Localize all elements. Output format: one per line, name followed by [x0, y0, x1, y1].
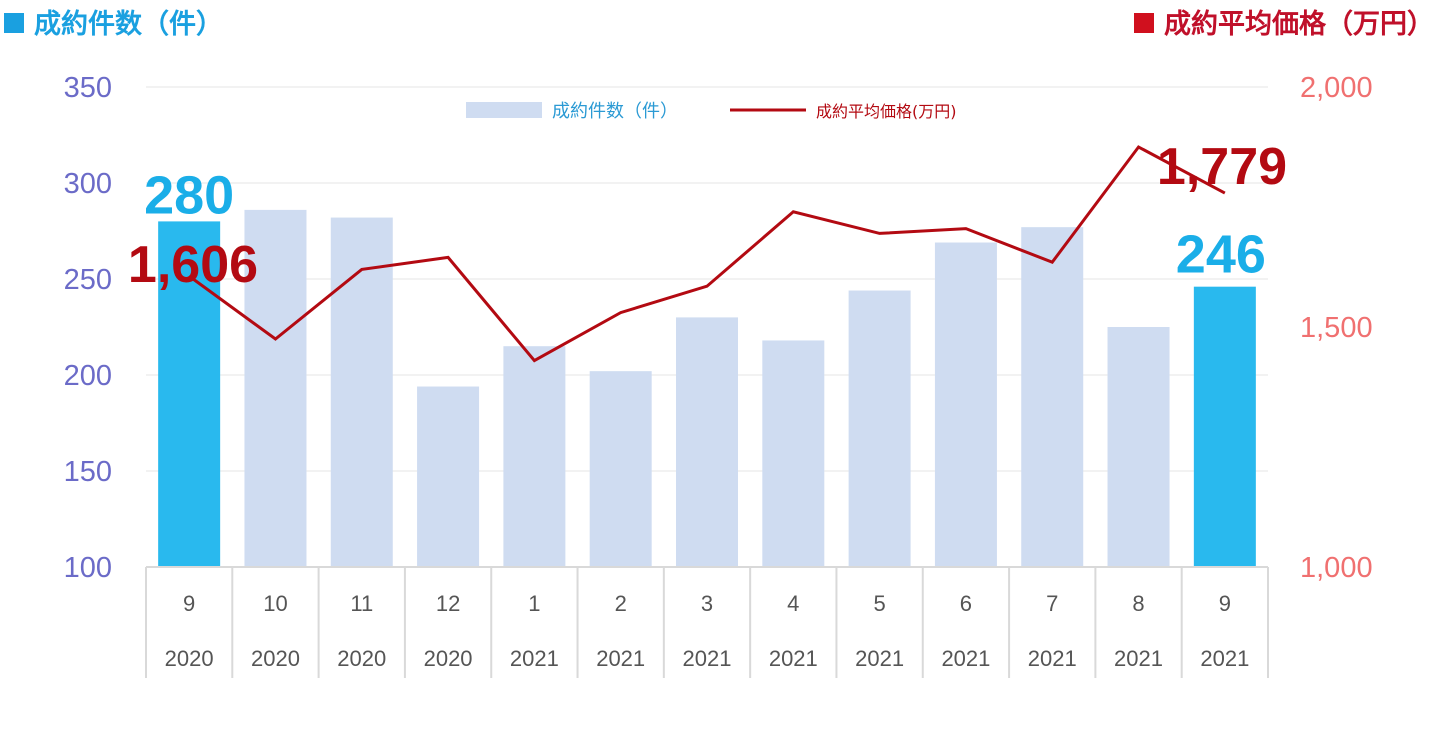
left-legend-square-icon	[4, 12, 24, 33]
left-tick-label: 200	[64, 360, 112, 392]
callout-line-last: 1,779	[1157, 138, 1287, 196]
bar	[158, 221, 221, 567]
x-tick-year: 2021	[941, 646, 990, 671]
x-tick-year: 2021	[1028, 646, 1077, 671]
left-tick-label: 350	[64, 72, 112, 104]
x-tick-month: 9	[1219, 591, 1231, 616]
x-tick-month: 10	[263, 591, 287, 616]
x-axis: 9 2020 10 2020 11 2020 12 2020 1 2021 2 2021 3 2021 4 2…	[145, 566, 1269, 678]
x-tick-year: 2021	[1200, 646, 1249, 671]
x-tick-year: 2021	[855, 646, 904, 671]
x-tick-month: 12	[436, 591, 460, 616]
x-tick-month: 6	[960, 591, 972, 616]
left-tick-label: 100	[64, 552, 112, 584]
bar	[330, 217, 393, 567]
x-tick-month: 3	[701, 591, 713, 616]
right-legend-square-icon	[1134, 12, 1154, 33]
bar	[503, 346, 566, 567]
callout-line-first: 1,606	[128, 236, 258, 294]
bar	[934, 242, 997, 567]
legend-line-label: 成約平均価格(万円)	[816, 102, 957, 121]
callout-bar-first: 280	[144, 165, 234, 225]
x-tick-year: 2020	[337, 646, 386, 671]
bar	[589, 371, 652, 567]
right-tick-label: 2,000	[1300, 72, 1373, 104]
right-axis-header-label: 成約平均価格（万円）	[1164, 9, 1434, 40]
bar	[1193, 286, 1256, 567]
bar	[762, 340, 825, 567]
x-tick-month: 7	[1046, 591, 1058, 616]
left-tick-label: 250	[64, 264, 112, 296]
x-tick-month: 5	[873, 591, 885, 616]
legend-bar-swatch	[466, 102, 542, 118]
right-tick-label: 1,500	[1300, 312, 1373, 344]
bar	[1021, 227, 1084, 567]
x-tick-year: 2021	[683, 646, 732, 671]
x-tick-month: 1	[528, 591, 540, 616]
right-tick-label: 1,000	[1300, 552, 1373, 584]
left-y-axis: 100 150 200 250 300 350	[64, 72, 112, 584]
x-tick-month: 9	[183, 591, 195, 616]
bar	[417, 386, 480, 567]
left-tick-label: 300	[64, 168, 112, 200]
callout-bar-last: 246	[1176, 225, 1266, 285]
x-tick-year: 2021	[769, 646, 818, 671]
x-tick-year: 2021	[510, 646, 559, 671]
price-line	[188, 145, 1226, 363]
left-axis-header-label: 成約件数（件）	[34, 9, 223, 40]
right-axis-header: 成約平均価格（万円）	[1134, 2, 1434, 41]
bar	[1107, 327, 1170, 567]
x-tick-year: 2020	[165, 646, 214, 671]
bar	[244, 209, 307, 567]
line-series	[188, 145, 1226, 363]
x-tick-year: 2021	[596, 646, 645, 671]
x-tick-year: 2020	[251, 646, 300, 671]
right-y-axis: 1,000 1,500 2,000	[1300, 72, 1373, 584]
left-tick-label: 150	[64, 456, 112, 488]
chart-legend: 成約件数（件） 成約平均価格(万円)	[466, 101, 957, 122]
x-tick-month: 11	[350, 591, 373, 616]
bar-series	[158, 209, 1256, 567]
legend-bar-label: 成約件数（件）	[552, 101, 678, 122]
callouts: 280 246 1,606 1,779	[128, 138, 1287, 294]
bar	[676, 317, 738, 567]
x-tick-month: 8	[1132, 591, 1144, 616]
x-tick-month: 4	[787, 591, 799, 616]
x-tick-month: 2	[615, 591, 627, 616]
x-tick-year: 2021	[1114, 646, 1163, 671]
left-axis-header: 成約件数（件）	[4, 2, 223, 41]
x-tick-year: 2020	[424, 646, 473, 671]
bar	[848, 290, 911, 567]
